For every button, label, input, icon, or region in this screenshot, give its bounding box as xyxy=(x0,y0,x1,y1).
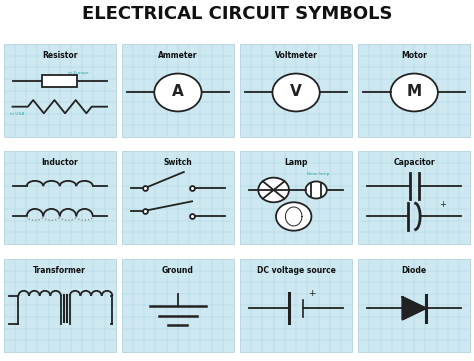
Polygon shape xyxy=(402,297,426,319)
Circle shape xyxy=(155,74,201,112)
Bar xyxy=(358,44,470,137)
Text: Resistor: Resistor xyxy=(42,51,78,60)
Text: Ammeter: Ammeter xyxy=(158,51,198,60)
Text: Switch: Switch xyxy=(164,158,192,167)
Text: ELECTRICAL CIRCUIT SYMBOLS: ELECTRICAL CIRCUIT SYMBOLS xyxy=(82,5,392,23)
Bar xyxy=(358,259,470,352)
Bar xyxy=(122,259,234,352)
Text: Diode: Diode xyxy=(401,266,427,275)
Text: M: M xyxy=(407,84,422,99)
Text: Ground: Ground xyxy=(162,266,194,275)
Bar xyxy=(240,151,352,244)
Text: A: A xyxy=(172,84,184,99)
Bar xyxy=(4,151,116,244)
Bar xyxy=(122,44,234,137)
Bar xyxy=(240,44,352,137)
Text: Neon lamp: Neon lamp xyxy=(307,172,329,176)
Circle shape xyxy=(258,178,289,202)
Circle shape xyxy=(276,202,311,231)
Text: Inductor: Inductor xyxy=(41,158,78,167)
Bar xyxy=(4,259,116,352)
Bar xyxy=(4,44,116,137)
Bar xyxy=(122,151,234,244)
Bar xyxy=(42,75,77,87)
Text: V: V xyxy=(290,84,302,99)
Text: in Europe: in Europe xyxy=(68,71,89,75)
Circle shape xyxy=(306,182,327,199)
Text: +: + xyxy=(439,200,446,209)
Text: +: + xyxy=(308,288,315,297)
Bar xyxy=(240,259,352,352)
Text: Capacitor: Capacitor xyxy=(393,158,435,167)
Text: Transformer: Transformer xyxy=(33,266,86,275)
Circle shape xyxy=(273,74,319,112)
Text: Motor: Motor xyxy=(401,51,427,60)
Bar xyxy=(358,151,470,244)
Text: in USA: in USA xyxy=(10,112,25,116)
Circle shape xyxy=(391,74,438,112)
Text: DC voltage source: DC voltage source xyxy=(256,266,336,275)
Text: Lamp: Lamp xyxy=(284,158,308,167)
Text: Voltmeter: Voltmeter xyxy=(274,51,318,60)
